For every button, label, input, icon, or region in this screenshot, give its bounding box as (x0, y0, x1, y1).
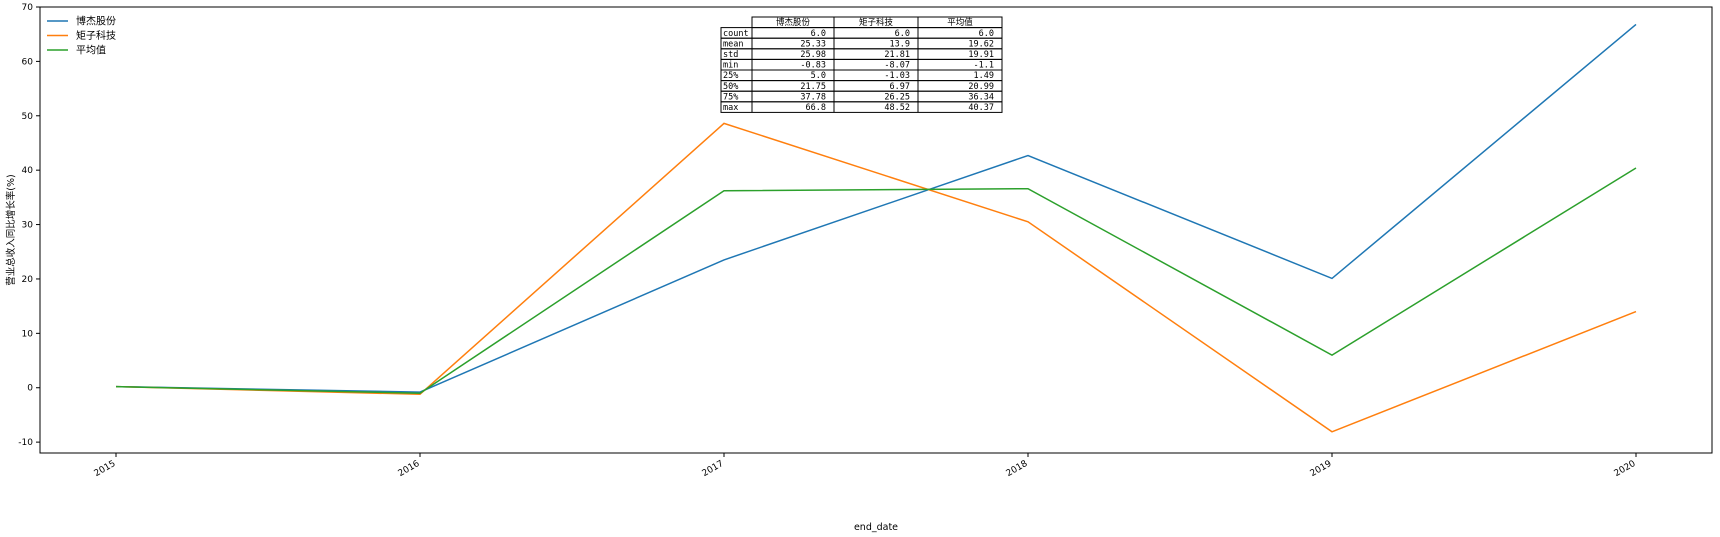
table-cell: 6.0 (895, 29, 910, 39)
table-cell: 21.75 (800, 82, 826, 92)
table-cell: 48.52 (884, 103, 910, 113)
table-cell: 6.0 (811, 29, 826, 39)
table-cell: 19.91 (968, 50, 994, 60)
y-tick-label: 10 (22, 329, 34, 339)
y-tick-label: 70 (22, 3, 34, 13)
table-cell: 20.99 (968, 82, 994, 92)
x-tick-label: 2016 (397, 459, 422, 479)
table-row (720, 80, 1003, 92)
series-line-2 (115, 167, 1637, 394)
table-row (720, 58, 1003, 71)
table-column-header: 矩子科技 (859, 17, 894, 28)
table-column-header: 平均值 (947, 17, 973, 28)
table-cell: 26.25 (884, 92, 910, 102)
table-column-header: 博杰股份 (776, 17, 811, 28)
table-cell: -8.07 (884, 61, 910, 71)
table-cell: 66.8 (806, 103, 826, 113)
table-cell: 25.98 (800, 50, 826, 60)
x-tick-label: 2018 (1005, 459, 1030, 479)
table-row-label: count (723, 29, 749, 39)
table-cell: -1.03 (884, 71, 910, 81)
table-cell: 25.33 (800, 39, 826, 49)
y-axis-label: 营业总收入同比增长率(%) (5, 174, 17, 285)
table-cell: 5.0 (811, 71, 826, 81)
table-row (720, 90, 1003, 103)
table-cell: 37.78 (800, 92, 826, 102)
series-lines (115, 23, 1637, 433)
table-cell: -1.1 (974, 61, 994, 71)
table-row (720, 48, 1003, 60)
table-row (720, 101, 1003, 113)
table-row-label: max (723, 103, 738, 113)
x-axis-label: end_date (854, 522, 898, 533)
legend-entry: 矩子科技 (76, 29, 116, 42)
y-tick-label: 0 (27, 384, 33, 394)
table-row (720, 37, 1003, 50)
table-cell: 13.9 (890, 39, 910, 49)
table-cell: 6.0 (979, 29, 994, 39)
y-tick-label: 20 (22, 275, 34, 285)
table-cell: -0.83 (800, 61, 826, 71)
y-tick-label: 30 (22, 221, 34, 231)
table-row-label: 50% (723, 82, 738, 92)
series-line-0 (115, 23, 1637, 393)
x-tick-label: 2017 (701, 459, 726, 479)
table-row (720, 27, 1003, 39)
table-row-label: 25% (723, 71, 738, 81)
y-tick-label: 40 (22, 166, 34, 176)
table-row (720, 69, 1003, 82)
table-row-label: 75% (723, 92, 738, 102)
table-row-label: min (723, 61, 738, 71)
y-tick-label: 50 (22, 112, 34, 122)
y-tick-label: 60 (22, 57, 34, 67)
x-axis-ticks: 2015 2016 2017 2018 2019 2020 (93, 453, 1638, 479)
x-tick-label: 2019 (1309, 459, 1334, 479)
x-tick-label: 2020 (1613, 459, 1638, 479)
table-cell: 19.62 (968, 39, 994, 49)
table-cell: 6.97 (890, 82, 910, 92)
plot-frame (39, 6, 1713, 454)
table-cell: 40.37 (968, 103, 994, 113)
table-row-label: mean (723, 39, 743, 49)
x-tick-label: 2015 (93, 459, 118, 479)
series-line-1 (115, 122, 1637, 433)
stats-table: 博杰股份 矩子科技 平均值 count 6.0 6.0 6.0 mean 25.33 13.9 19… (720, 16, 1003, 113)
table-cell: 36.34 (968, 92, 994, 102)
table-row-label: std (723, 50, 738, 60)
y-axis-ticks: -10 0 10 20 30 40 50 60 70 (18, 3, 40, 448)
legend-entry: 博杰股份 (76, 15, 116, 28)
table-cell: 21.81 (884, 50, 910, 60)
y-tick-label: -10 (18, 438, 33, 448)
table-cell: 1.49 (974, 71, 994, 81)
legend-entry: 平均值 (76, 44, 106, 57)
